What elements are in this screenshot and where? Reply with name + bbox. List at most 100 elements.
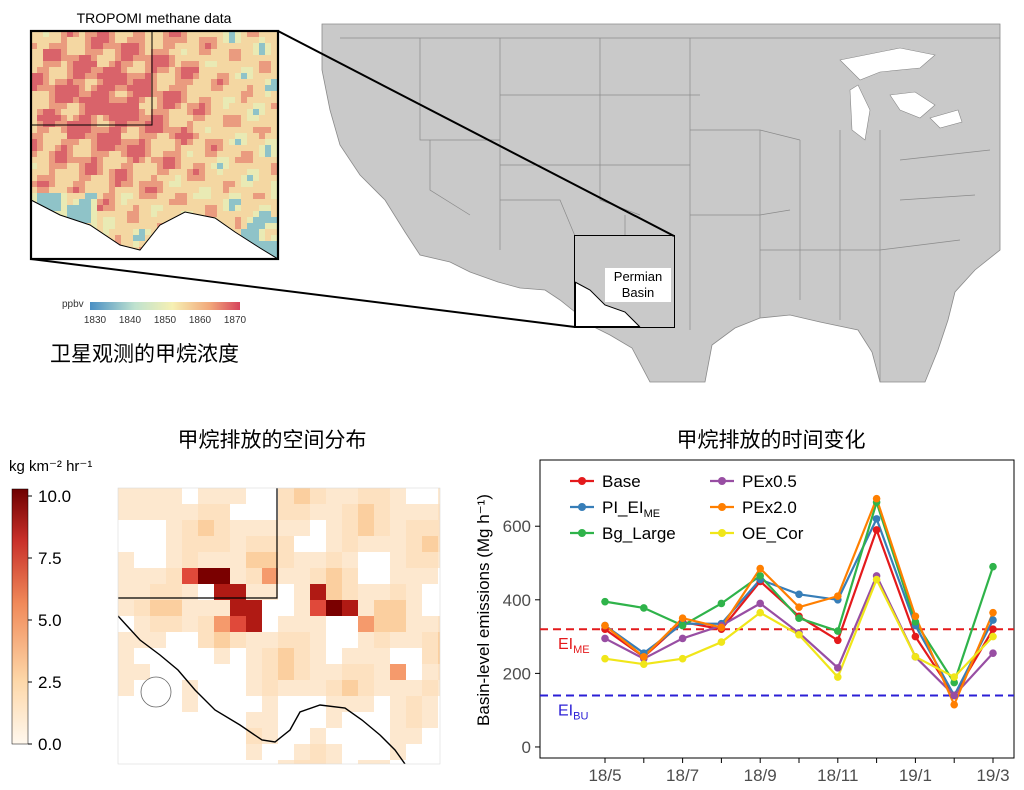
x-tick-label: 19/1 [899,766,932,785]
x-tick-label: 19/3 [976,766,1009,785]
great-lakes [839,47,963,141]
data-point [795,590,803,599]
ppbv-tick-labels: 1830 1840 1850 1860 1870 [84,315,247,326]
reference-line-label: EIME [558,636,590,656]
series-lines [601,494,997,709]
data-point [872,494,881,503]
data-point [640,660,648,668]
spatial-colorbar-unit: kg km⁻² hr⁻¹ [9,458,92,475]
data-point [795,630,803,639]
spatial-colorbar-tick-label: 2.5 [38,673,62,692]
data-point [989,625,997,634]
data-point [834,627,842,635]
x-tick-label: 18/7 [666,766,699,785]
spatial-colorbar-tick-label: 7.5 [38,549,62,568]
data-point [834,673,842,681]
chart-legend: Base PI_EIME Bg_Large PEx0.5 PEx2.0 OE_Cor [570,472,804,543]
y-tick-label: 400 [503,591,531,610]
spatial-colorbar-tick-label: 0.0 [38,735,62,754]
legend-swatch-dot [718,529,726,537]
legend-label: PEx2.0 [742,498,797,517]
ppbv-tick-label: 1870 [224,315,247,326]
data-point [989,616,997,624]
ppbv-tick-label: 1860 [189,315,212,326]
spatial-frame [117,487,441,765]
data-point [601,634,609,643]
legend-swatch-dot [718,503,726,511]
us-map [321,23,1001,383]
inset-connector-bottom [30,258,576,328]
permian-basin-label-bg [605,268,671,302]
data-point [989,649,997,657]
data-point [872,575,881,584]
data-point [834,636,842,645]
data-point [795,614,803,622]
permian-basin-label-line2: Basin [622,285,655,300]
ppbv-unit: ppbv [62,299,84,310]
us-land [321,23,1001,383]
ppbv-tick-label: 1840 [119,315,142,326]
spatial-colorbar [11,488,29,745]
reference-line-label: EIBU [558,702,588,722]
data-point [911,612,920,621]
y-tick-label: 200 [503,664,531,683]
data-point [640,653,648,661]
x-tick-label: 18/5 [588,766,621,785]
spatial-colorbar-ticks: 10.0 7.5 5.0 2.5 0.0 [28,487,71,754]
inset-title: TROPOMI methane data [77,10,232,26]
reference-lines: EIME EIBU [540,628,1014,722]
data-point [756,608,764,617]
x-tick-label: 18/9 [744,766,777,785]
data-point [678,614,687,622]
chart-title: 甲烷排放的时间变化 [677,428,866,452]
spatial-colorbar-tick-label: 10.0 [38,487,71,506]
data-point [989,608,997,617]
permian-basin-border [574,281,641,328]
state-borders [340,37,1000,382]
legend-label: Bg_Large [602,524,676,543]
data-point [678,654,687,663]
ppbv-tick-label: 1850 [154,315,177,326]
inset-frame [29,29,280,261]
data-point [601,654,609,663]
y-tick-label: 600 [503,517,531,536]
y-tick-label: 0 [522,738,531,757]
plot-frame [539,459,1015,759]
data-point [950,691,958,700]
data-point [872,526,881,534]
data-point [601,597,609,606]
chart-axes: 0 200 400 600 18/5 18/7 18/9 18/11 19/1 19/3 [503,517,1010,785]
chart-ylabel: Basin-level emissions (Mg h⁻¹) [474,494,493,726]
data-point [717,599,726,608]
data-point [756,564,764,573]
legend-label: PEx0.5 [742,472,797,491]
data-point [834,592,842,600]
data-point [678,634,687,643]
inset-connector-top [277,30,675,237]
data-point [601,621,609,630]
data-point [756,572,764,580]
data-point [950,673,958,681]
legend-label: Base [602,472,641,491]
ppbv-tick-label: 1830 [84,315,107,326]
data-point [911,618,920,626]
data-point [989,562,997,571]
data-point [911,653,920,661]
legend-label: PI_EIME [602,498,660,520]
legend-swatch-dot [718,477,726,485]
legend-swatch-dot [578,503,586,511]
data-point [911,632,920,641]
data-point [756,599,764,608]
permian-basin-label-line1: Permian [614,269,662,284]
data-point [678,621,687,630]
spatial-colorbar-tick-label: 5.0 [38,611,62,630]
legend-label: OE_Cor [742,524,804,543]
data-point [950,678,958,687]
data-point [795,603,803,611]
data-point [950,700,958,709]
data-point [717,623,726,632]
map-caption: 卫星观测的甲烷浓度 [50,342,239,366]
data-point [640,604,648,612]
